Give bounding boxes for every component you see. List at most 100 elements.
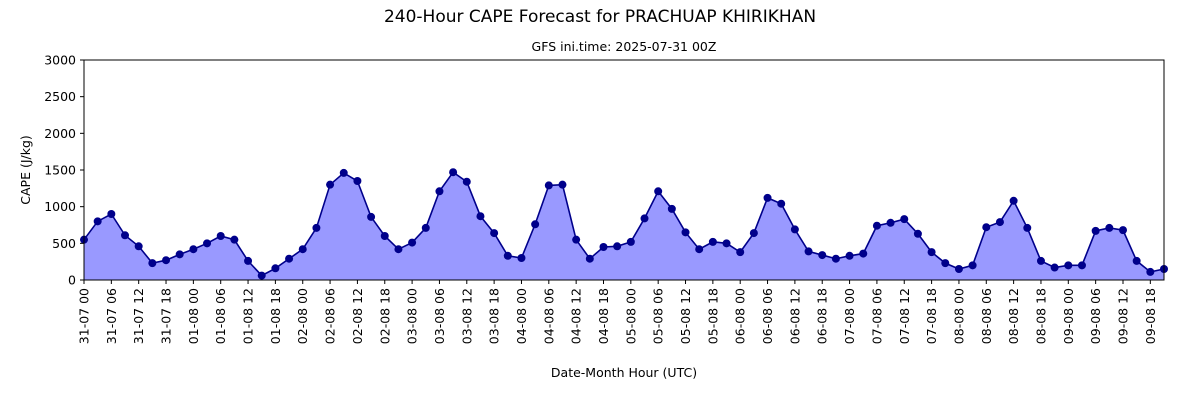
data-point bbox=[353, 177, 362, 185]
x-tick-label: 05-08 06 bbox=[651, 288, 666, 344]
data-point bbox=[380, 232, 389, 240]
data-point bbox=[954, 265, 963, 273]
x-axis: 31-07 00 31-07 06 31-07 12 31-07 18 01-08 00… bbox=[77, 280, 1158, 344]
data-point bbox=[599, 243, 608, 251]
x-tick-label: 08-08 18 bbox=[1033, 288, 1048, 344]
x-tick-label: 04-08 18 bbox=[596, 288, 611, 344]
data-point bbox=[941, 259, 950, 268]
data-point bbox=[189, 245, 198, 254]
data-point bbox=[872, 221, 881, 230]
y-tick-label: 1500 bbox=[44, 163, 76, 178]
data-point bbox=[435, 187, 444, 196]
data-point bbox=[257, 271, 266, 280]
x-tick-label: 08-08 06 bbox=[979, 288, 994, 344]
data-point bbox=[845, 251, 854, 260]
chart-subtitle: GFS ini.time: 2025-07-31 00Z bbox=[532, 39, 717, 54]
data-point bbox=[394, 245, 403, 254]
x-tick-label: 02-08 00 bbox=[295, 288, 310, 344]
data-point bbox=[230, 235, 239, 244]
x-tick-label: 01-08 06 bbox=[213, 288, 228, 344]
x-tick-label: 09-08 18 bbox=[1143, 288, 1158, 344]
data-point bbox=[544, 181, 553, 190]
x-tick-label: 08-08 12 bbox=[1006, 288, 1021, 344]
data-point bbox=[1132, 256, 1141, 265]
data-point bbox=[968, 261, 977, 270]
data-point bbox=[995, 218, 1004, 227]
data-point bbox=[1118, 226, 1127, 235]
data-point bbox=[1105, 223, 1114, 232]
x-tick-label: 07-08 06 bbox=[869, 288, 884, 344]
x-tick-label: 04-08 12 bbox=[569, 288, 584, 344]
x-tick-label: 05-08 18 bbox=[705, 288, 720, 344]
data-point bbox=[285, 254, 294, 263]
data-point bbox=[695, 245, 704, 254]
data-point bbox=[216, 232, 225, 240]
data-point bbox=[93, 217, 102, 226]
x-tick-label: 03-08 06 bbox=[432, 288, 447, 344]
data-point bbox=[626, 237, 635, 246]
x-tick-label: 31-07 06 bbox=[104, 288, 119, 344]
y-tick-label: 500 bbox=[52, 236, 76, 251]
x-tick-label: 06-08 12 bbox=[787, 288, 802, 344]
x-tick-label: 06-08 06 bbox=[760, 288, 775, 344]
data-point bbox=[804, 247, 813, 256]
x-tick-label: 02-08 12 bbox=[350, 288, 365, 344]
data-point bbox=[326, 180, 335, 189]
y-axis: 0 500 1000 1500 2000 2500 3000 bbox=[44, 53, 84, 288]
data-point bbox=[462, 177, 471, 186]
cape-area-fill bbox=[84, 172, 1164, 280]
data-point bbox=[913, 229, 922, 238]
data-point bbox=[736, 248, 745, 257]
data-point bbox=[490, 229, 499, 238]
data-point bbox=[722, 239, 731, 248]
data-point bbox=[1077, 261, 1086, 270]
x-tick-label: 07-08 00 bbox=[842, 288, 857, 344]
data-point bbox=[408, 238, 417, 247]
x-tick-label: 07-08 12 bbox=[897, 288, 912, 344]
data-point bbox=[982, 223, 991, 232]
data-point bbox=[244, 256, 253, 265]
y-axis-label: CAPE (J/kg) bbox=[18, 135, 33, 205]
x-tick-label: 09-08 12 bbox=[1115, 288, 1130, 344]
x-tick-label: 01-08 12 bbox=[241, 288, 256, 344]
data-point bbox=[585, 254, 594, 263]
data-point bbox=[203, 239, 212, 248]
y-tick-label: 2000 bbox=[44, 126, 76, 141]
data-point bbox=[367, 212, 376, 221]
data-point bbox=[667, 204, 676, 213]
data-point bbox=[271, 264, 280, 273]
x-tick-label: 02-08 18 bbox=[377, 288, 392, 344]
data-point bbox=[312, 223, 321, 232]
data-point bbox=[1023, 223, 1032, 232]
data-point bbox=[298, 245, 307, 254]
x-tick-label: 05-08 12 bbox=[678, 288, 693, 344]
data-point bbox=[900, 215, 909, 224]
data-point bbox=[531, 220, 540, 229]
x-tick-label: 01-08 00 bbox=[186, 288, 201, 344]
x-tick-label: 03-08 00 bbox=[405, 288, 420, 344]
x-tick-label: 07-08 18 bbox=[924, 288, 939, 344]
x-axis-label: Date-Month Hour (UTC) bbox=[551, 365, 697, 380]
data-point bbox=[640, 214, 649, 223]
x-tick-label: 09-08 06 bbox=[1088, 288, 1103, 344]
x-tick-label: 31-07 18 bbox=[159, 288, 174, 344]
x-tick-label: 05-08 00 bbox=[623, 288, 638, 344]
data-point bbox=[339, 168, 348, 177]
plot-area bbox=[80, 59, 1168, 281]
x-tick-label: 04-08 06 bbox=[541, 288, 556, 344]
x-tick-label: 08-08 00 bbox=[951, 288, 966, 344]
data-point bbox=[558, 180, 567, 189]
data-point bbox=[818, 251, 827, 260]
x-tick-label: 04-08 00 bbox=[514, 288, 529, 344]
data-point bbox=[476, 212, 485, 221]
data-point bbox=[148, 259, 157, 268]
data-point bbox=[449, 168, 458, 177]
cape-markers bbox=[80, 168, 1168, 280]
y-tick-label: 0 bbox=[68, 273, 76, 288]
data-point bbox=[654, 187, 663, 196]
data-point bbox=[886, 218, 895, 227]
data-point bbox=[421, 223, 430, 232]
data-point bbox=[175, 250, 184, 259]
chart-title: 240-Hour CAPE Forecast for PRACHUAP KHIR… bbox=[384, 7, 816, 27]
